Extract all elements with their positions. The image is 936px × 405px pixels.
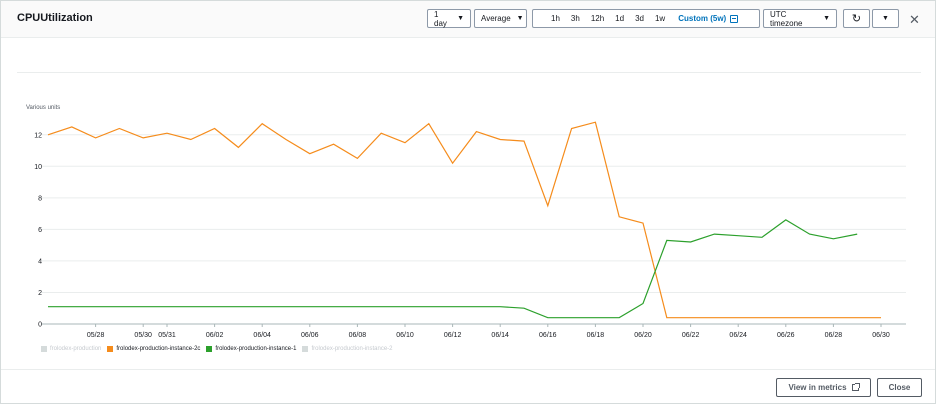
y-tick-label: 12: [34, 132, 42, 139]
caret-down-icon: ▼: [516, 15, 524, 22]
refresh-icon: ↻: [851, 13, 862, 25]
caret-down-icon: ▼: [882, 15, 889, 22]
x-tick-label: 06/22: [682, 332, 700, 339]
legend-swatch: [302, 346, 309, 352]
refresh-button[interactable]: ↻: [843, 9, 870, 28]
y-axis-label: Various units: [26, 105, 60, 111]
legend-label: frolodex-production-instance-1: [215, 346, 297, 352]
timezone-value: UTC timezone: [770, 9, 803, 28]
statistic-value: Average: [481, 14, 511, 23]
caret-down-icon: ▼: [823, 15, 830, 22]
x-tick-label: 06/12: [444, 332, 462, 339]
legend-label: frolodex-production-instance-2c: [116, 346, 201, 352]
timezone-select[interactable]: UTC timezone ▼: [763, 9, 837, 28]
y-tick-label: 8: [38, 195, 42, 202]
x-tick-label: 06/08: [349, 332, 367, 339]
range-3d[interactable]: 3d: [635, 14, 644, 23]
close-icon[interactable]: ✕: [909, 12, 920, 27]
close-label: Close: [888, 383, 911, 392]
x-tick-label: 06/18: [587, 332, 605, 339]
range-12h[interactable]: 12h: [590, 14, 605, 23]
y-tick-label: 0: [38, 322, 42, 329]
view-in-metrics-label: View in metrics: [788, 383, 847, 392]
x-tick-label: 06/10: [396, 332, 414, 339]
legend-item[interactable]: frolodex-production-instance-2: [302, 346, 393, 352]
statistic-select[interactable]: Average ▼: [474, 9, 527, 28]
x-tick-label: 06/06: [301, 332, 319, 339]
external-link-icon: [851, 383, 860, 391]
legend-label: frolodex-production-instance-2: [311, 346, 393, 352]
modal-footer: [1, 369, 935, 404]
x-tick-label: 05/30: [134, 332, 152, 339]
x-tick-label: 06/26: [777, 332, 795, 339]
x-tick-label: 06/14: [491, 332, 509, 339]
y-tick-label: 10: [34, 164, 42, 171]
refresh-options-button[interactable]: ▼: [872, 9, 899, 28]
view-in-metrics-button[interactable]: View in metrics: [776, 378, 871, 397]
series-line-frolodex-production-instance-2c[interactable]: [47, 121, 881, 319]
period-value: 1 day: [434, 9, 447, 28]
caret-down-icon: ▼: [457, 15, 464, 22]
x-tick-label: 06/04: [253, 332, 271, 339]
time-range-selector: 1h 3h 12h 1d 3d 1w Custom (5w): [532, 9, 760, 28]
legend-label: frolodex-production: [50, 346, 102, 352]
divider: [17, 72, 921, 73]
range-1d[interactable]: 1d: [615, 14, 625, 23]
chart-legend: frolodex-production frolodex-production-i…: [41, 344, 399, 354]
legend-swatch: [107, 346, 114, 352]
x-tick-label: 06/02: [206, 332, 224, 339]
period-select[interactable]: 1 day ▼: [427, 9, 471, 28]
legend-item[interactable]: frolodex-production: [41, 346, 101, 352]
y-tick-label: 2: [38, 290, 42, 297]
x-tick-label: 06/24: [729, 332, 747, 339]
legend-item[interactable]: frolodex-production-instance-1: [206, 346, 296, 352]
calendar-icon[interactable]: [730, 14, 739, 23]
range-1w[interactable]: 1w: [654, 14, 666, 23]
x-tick-label: 06/20: [634, 332, 652, 339]
legend-swatch: [206, 346, 213, 352]
range-custom[interactable]: Custom (5w): [678, 14, 727, 23]
modal-title: CPUUtilization: [17, 12, 93, 24]
x-tick-label: 05/28: [87, 332, 105, 339]
x-tick-label: 06/28: [825, 332, 843, 339]
x-tick-label: 06/16: [539, 332, 557, 339]
x-tick-label: 05/31: [158, 332, 176, 339]
legend-swatch: [41, 346, 47, 352]
series-line-frolodex-production-instance-1[interactable]: [48, 219, 858, 319]
modal-header: CPUUtilization 1 day ▼ Average ▼ 1h 3h 1…: [1, 1, 935, 38]
range-1h[interactable]: 1h: [551, 14, 560, 23]
close-button[interactable]: Close: [877, 378, 922, 397]
y-tick-label: 4: [38, 258, 42, 265]
range-3h[interactable]: 3h: [570, 14, 580, 23]
x-tick-label: 06/30: [872, 332, 890, 339]
legend-item[interactable]: frolodex-production-instance-2c: [107, 346, 200, 352]
y-tick-label: 6: [38, 227, 42, 234]
